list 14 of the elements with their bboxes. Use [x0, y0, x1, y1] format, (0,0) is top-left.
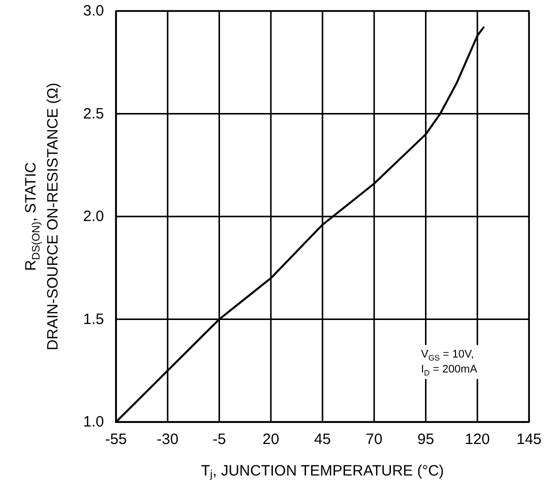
- x-tick-label: 120: [464, 431, 490, 448]
- x-tick-label: 20: [262, 431, 280, 448]
- x-tick-label: -55: [105, 431, 127, 448]
- x-tick-label: -5: [212, 431, 226, 448]
- y-tick-label: 2.5: [83, 105, 104, 122]
- x-tick-label: -30: [156, 431, 178, 448]
- x-tick-label: 145: [516, 431, 542, 448]
- x-tick-label: 70: [366, 431, 382, 448]
- y-tick-label: 1.0: [83, 414, 104, 430]
- x-tick-label: 95: [417, 431, 434, 448]
- y-tick-label: 3.0: [83, 2, 104, 20]
- y-tick-label: 2.0: [83, 208, 104, 225]
- y-tick-label: 1.5: [83, 310, 104, 328]
- x-tick-label: 45: [314, 431, 331, 448]
